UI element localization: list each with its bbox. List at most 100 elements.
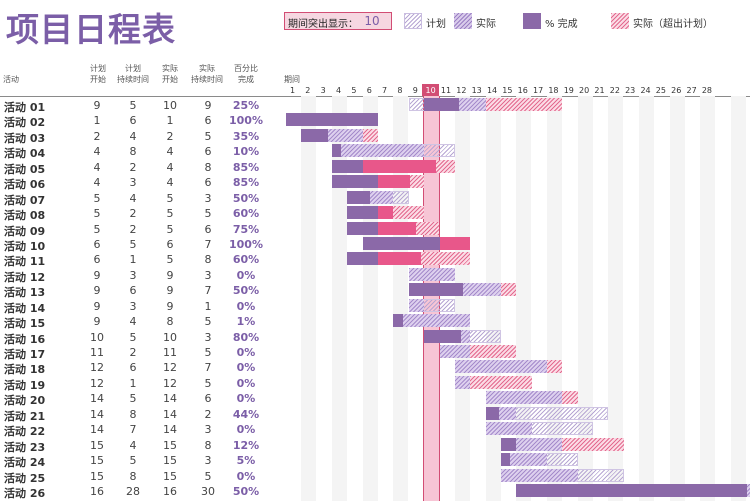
table-row[interactable]: 活动 07 5 4 5 3 50% bbox=[0, 191, 284, 207]
activity-name: 活动 03 bbox=[4, 131, 46, 145]
activity-name: 活动 02 bbox=[4, 116, 46, 130]
period-highlight-control[interactable]: 期间突出显示： bbox=[284, 12, 392, 30]
period-number: 2 bbox=[305, 86, 311, 95]
actual-duration: 6 bbox=[204, 222, 212, 236]
table-row[interactable]: 活动 20 14 5 14 6 0% bbox=[0, 391, 284, 407]
table-row[interactable]: 活动 05 4 2 4 8 85% bbox=[0, 160, 284, 176]
period-stripe bbox=[454, 96, 470, 501]
legend-plan-label: 计划 bbox=[426, 19, 446, 30]
period-number: 6 bbox=[366, 86, 372, 95]
actual-start: 14 bbox=[163, 423, 177, 437]
table-row[interactable]: 活动 18 12 6 12 7 0% bbox=[0, 360, 284, 376]
plan-duration: 28 bbox=[126, 485, 140, 498]
table-row[interactable]: 活动 11 6 1 5 8 60% bbox=[0, 252, 284, 269]
activity-name: 活动 24 bbox=[4, 456, 46, 470]
period-number: 23 bbox=[625, 86, 636, 95]
col-header-activity: 活动 bbox=[3, 75, 19, 84]
actual-duration: 30 bbox=[201, 485, 215, 498]
period-number: 17 bbox=[533, 86, 544, 95]
plan-start: 16 bbox=[90, 485, 104, 498]
period-highlight-input[interactable] bbox=[353, 13, 391, 29]
period-number: 21 bbox=[594, 86, 605, 95]
table-row[interactable]: 活动 17 11 2 11 5 0% bbox=[0, 345, 284, 361]
table-row[interactable]: 活动 04 4 8 4 6 10% bbox=[0, 144, 284, 160]
table-row[interactable]: 活动 12 9 3 9 3 0% bbox=[0, 268, 284, 284]
table-row[interactable]: 活动 25 15 8 15 5 0% bbox=[0, 469, 284, 485]
plan-start: 2 bbox=[93, 129, 101, 143]
table-row[interactable]: 活动 13 9 6 9 7 50% bbox=[0, 283, 284, 299]
beyond-plan-bar bbox=[546, 360, 563, 374]
table-row[interactable]: 活动 03 2 4 2 5 35% bbox=[0, 129, 284, 145]
plan-duration: 7 bbox=[129, 423, 137, 437]
actual-duration: 3 bbox=[204, 454, 212, 468]
col-header-actual-duration: 实际 持续时间 bbox=[191, 64, 223, 84]
table-row[interactable]: 活动 06 4 3 4 6 85% bbox=[0, 175, 284, 191]
actual-duration: 3 bbox=[204, 191, 212, 205]
actual-duration: 9 bbox=[204, 99, 212, 112]
period-stripe bbox=[332, 96, 348, 501]
activity-name: 活动 01 bbox=[4, 101, 46, 114]
period-number: 14 bbox=[486, 86, 498, 95]
activity-name: 活动 14 bbox=[4, 301, 46, 315]
actual-duration: 7 bbox=[204, 284, 212, 298]
percent-complete: 0% bbox=[236, 268, 256, 282]
col-header-plan-duration: 计划 持续时间 bbox=[117, 64, 149, 84]
period-number: 4 bbox=[336, 86, 342, 95]
actual-start: 14 bbox=[163, 392, 177, 406]
plan-duration: 2 bbox=[129, 207, 137, 221]
activity-name: 活动 11 bbox=[4, 255, 46, 269]
actual-duration: 5 bbox=[204, 129, 212, 143]
actual-bar bbox=[332, 144, 425, 158]
actual-duration: 8 bbox=[204, 253, 212, 267]
plan-duration: 5 bbox=[129, 99, 137, 112]
table-row[interactable]: 活动 09 5 2 5 6 75% bbox=[0, 222, 284, 238]
table-row[interactable]: 活动 24 15 5 15 3 5% bbox=[0, 453, 284, 470]
percent-complete: 50% bbox=[232, 191, 260, 205]
plan-start: 15 bbox=[90, 438, 104, 452]
actual-duration: 7 bbox=[204, 237, 212, 251]
plan-start: 9 bbox=[93, 299, 101, 313]
plan-duration: 5 bbox=[129, 237, 137, 251]
plan-duration: 2 bbox=[129, 160, 137, 174]
beyond-plan-bar bbox=[470, 345, 517, 359]
percent-complete: 5% bbox=[236, 454, 256, 468]
period-stripe bbox=[577, 96, 593, 501]
actual-bar bbox=[500, 437, 563, 451]
actual-duration: 6 bbox=[204, 392, 212, 406]
percent-complete-bar bbox=[286, 113, 379, 127]
percent-complete: 0% bbox=[236, 299, 256, 313]
percent-beyond-bar bbox=[378, 252, 422, 266]
actual-start: 5 bbox=[166, 253, 174, 267]
plan-duration: 5 bbox=[129, 330, 137, 344]
table-row[interactable]: 活动 26 16 28 16 30 50% bbox=[0, 484, 284, 500]
table-row[interactable]: 活动 02 1 6 1 6 100% bbox=[0, 113, 284, 130]
percent-complete-bar bbox=[347, 206, 379, 220]
table-row[interactable]: 活动 15 9 4 8 5 1% bbox=[0, 314, 284, 330]
plan-start: 9 bbox=[93, 315, 101, 329]
table-row[interactable]: 活动 14 9 3 9 1 0% bbox=[0, 299, 284, 315]
table-row[interactable]: 活动 23 15 4 15 8 12% bbox=[0, 438, 284, 454]
actual-duration: 3 bbox=[204, 268, 212, 282]
plan-start: 15 bbox=[90, 469, 104, 483]
percent-complete-bar bbox=[347, 190, 371, 204]
activity-name: 活动 05 bbox=[4, 162, 46, 176]
table-row[interactable]: 活动 19 12 1 12 5 0% bbox=[0, 376, 284, 392]
table-row[interactable]: 活动 01 9 5 10 9 25% bbox=[0, 98, 284, 114]
actual-start: 5 bbox=[166, 207, 174, 221]
table-row[interactable]: 活动 21 14 8 14 2 44% bbox=[0, 407, 284, 423]
actual-bar bbox=[439, 345, 471, 359]
plan-duration: 8 bbox=[129, 469, 137, 483]
activity-name: 活动 21 bbox=[4, 409, 46, 423]
legend-beyond-label: 实际（超出计划） bbox=[633, 19, 713, 30]
table-row[interactable]: 活动 10 6 5 6 7 100% bbox=[0, 237, 284, 253]
period-highlight-label: 期间突出显示： bbox=[288, 19, 358, 30]
plan-start: 12 bbox=[90, 376, 104, 390]
table-row[interactable]: 活动 08 5 2 5 5 60% bbox=[0, 206, 284, 222]
actual-start: 10 bbox=[163, 99, 177, 112]
percent-complete: 0% bbox=[236, 469, 256, 483]
plan-start: 14 bbox=[90, 423, 104, 437]
table-row[interactable]: 活动 16 10 5 10 3 80% bbox=[0, 330, 284, 346]
table-row[interactable]: 活动 22 14 7 14 3 0% bbox=[0, 422, 284, 438]
plan-start: 1 bbox=[93, 114, 101, 128]
actual-start: 9 bbox=[166, 268, 174, 282]
